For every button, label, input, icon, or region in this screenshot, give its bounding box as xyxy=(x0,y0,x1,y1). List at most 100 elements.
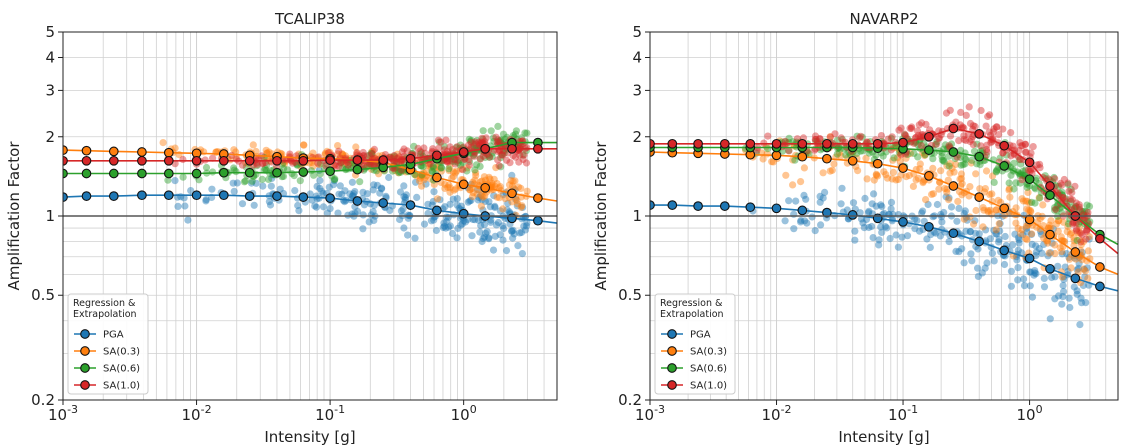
scatter-point xyxy=(479,193,487,201)
scatter-point xyxy=(465,161,473,169)
scatter-point xyxy=(1058,273,1066,281)
scatter-point xyxy=(819,194,827,202)
scatter-point xyxy=(914,141,922,149)
scatter-point xyxy=(874,172,882,180)
x-tick-label: 10-2 xyxy=(761,403,791,424)
scatter-point xyxy=(315,160,323,169)
scatter-point xyxy=(1015,236,1023,244)
scatter-point xyxy=(310,171,318,179)
scatter-point xyxy=(902,173,910,181)
scatter-point xyxy=(468,185,476,193)
x-tick-label: 10-3 xyxy=(48,403,78,424)
scatter-point xyxy=(957,170,966,178)
series-marker xyxy=(1045,181,1055,191)
scatter-point xyxy=(762,143,771,151)
scatter-point xyxy=(882,148,890,156)
scatter-point xyxy=(476,155,484,163)
scatter-point xyxy=(961,160,969,168)
scatter-point xyxy=(437,164,446,172)
scatter-point xyxy=(472,169,480,177)
scatter-point xyxy=(338,151,347,159)
scatter-point xyxy=(233,155,241,163)
scatter-point xyxy=(519,203,527,211)
scatter-point xyxy=(1030,165,1038,173)
scatter-point xyxy=(996,154,1004,162)
scatter-point xyxy=(1016,179,1024,187)
scatter-point xyxy=(906,149,915,158)
series-marker xyxy=(974,151,985,162)
scatter-point xyxy=(1059,218,1068,226)
scatter-point xyxy=(464,198,472,206)
scatter-point xyxy=(797,218,805,226)
scatter-point xyxy=(467,136,476,144)
scatter-point xyxy=(404,231,412,239)
scatter-point xyxy=(346,159,354,167)
scatter-point xyxy=(1084,247,1092,255)
scatter-point xyxy=(508,234,517,242)
scatter-point xyxy=(966,183,974,191)
series-marker xyxy=(432,172,442,183)
scatter-point xyxy=(1057,203,1066,211)
series-marker xyxy=(1024,157,1035,168)
scatter-point xyxy=(887,134,895,142)
scatter-point xyxy=(424,209,432,218)
scatter-point xyxy=(496,231,504,239)
scatter-point xyxy=(1048,273,1056,282)
scatter-point xyxy=(888,133,896,141)
scatter-point xyxy=(1028,293,1037,301)
series-PGA xyxy=(650,200,1118,292)
scatter-point xyxy=(427,217,435,225)
scatter-point xyxy=(981,185,990,193)
scatter-point xyxy=(868,200,876,208)
scatter-point xyxy=(943,188,951,196)
scatter-point xyxy=(454,159,462,167)
scatter-point xyxy=(209,154,217,162)
scatter-point xyxy=(995,220,1003,228)
scatter-point xyxy=(1072,227,1080,235)
scatter-point xyxy=(1058,250,1066,258)
scatter-point xyxy=(955,248,963,256)
scatter-point xyxy=(416,172,424,180)
scatter-point xyxy=(474,196,482,204)
scatter-point xyxy=(986,111,994,119)
scatter-point xyxy=(390,151,398,160)
scatter-point xyxy=(446,143,454,151)
scatter-point xyxy=(974,264,982,272)
scatter-point xyxy=(810,146,819,154)
scatter-point xyxy=(800,191,808,199)
scatter-point xyxy=(1067,197,1075,206)
scatter-point xyxy=(974,272,983,280)
scatter-point xyxy=(448,146,457,154)
scatter-point xyxy=(785,134,793,142)
legend: Regression &Extrapolation PGA SA(0.3) SA(0.… xyxy=(654,293,736,395)
scatter-point xyxy=(903,232,912,240)
y-axis-label: Amplification Factor xyxy=(5,141,23,291)
scatter-point xyxy=(500,149,508,157)
scatter-point xyxy=(502,247,511,255)
y-tick-label: 5 xyxy=(45,23,55,41)
scatter-point xyxy=(969,125,977,133)
scatter-point xyxy=(970,220,978,228)
scatter-point xyxy=(1018,225,1026,234)
scatter-point xyxy=(369,186,377,194)
scatter-point xyxy=(957,161,965,169)
scatter-point xyxy=(1024,188,1032,197)
series-marker xyxy=(378,155,389,165)
scatter-point xyxy=(875,236,883,244)
scatter-point xyxy=(854,167,862,175)
scatter-point xyxy=(360,201,368,209)
scatter-point xyxy=(443,157,451,165)
scatter-point xyxy=(446,155,454,163)
scatter-point xyxy=(356,178,364,186)
scatter-point xyxy=(398,148,406,156)
scatter-point xyxy=(1070,205,1079,213)
scatter-point xyxy=(855,134,864,142)
scatter-point xyxy=(1032,174,1040,182)
scatter-point xyxy=(490,192,498,200)
scatter-point xyxy=(489,134,497,142)
scatter-point xyxy=(432,226,440,235)
scatter-point xyxy=(982,226,990,234)
scatter-point xyxy=(881,223,889,231)
scatter-point xyxy=(915,121,923,129)
scatter-point xyxy=(759,155,767,163)
